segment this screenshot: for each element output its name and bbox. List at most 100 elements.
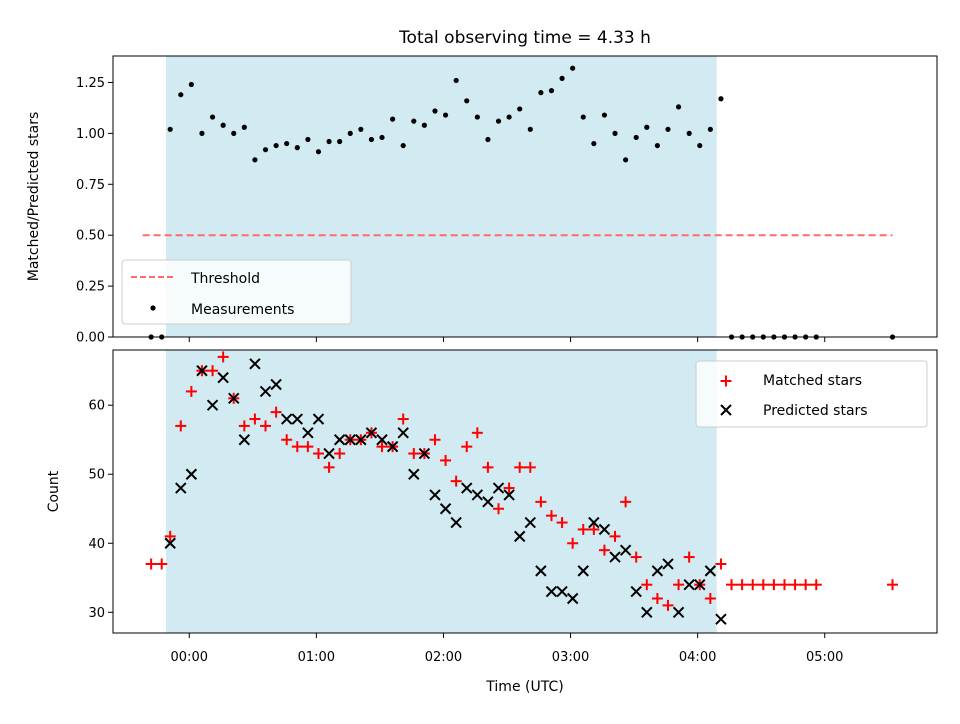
- cross-b: [312, 413, 325, 425]
- measurement-point: [527, 126, 533, 132]
- predicted-point: [630, 585, 642, 598]
- predicted-point: [333, 434, 346, 446]
- measurement-point: [273, 142, 279, 149]
- chart-title: Total observing time = 4.33 h: [398, 28, 651, 48]
- matched-point: [524, 461, 536, 473]
- measurement-point: [379, 134, 385, 141]
- top-legend: Threshold Measurements: [121, 259, 352, 325]
- cross-b: [259, 385, 272, 398]
- predicted-point: [598, 523, 611, 536]
- measurement-point: [707, 126, 713, 132]
- measurement-point: [209, 114, 216, 120]
- top-legend-box: [121, 259, 352, 325]
- predicted-point: [323, 447, 335, 460]
- predicted-point: [577, 565, 589, 577]
- cross-b: [651, 565, 664, 577]
- predicted-point: [461, 482, 473, 494]
- matched-point: [715, 558, 727, 570]
- measurement-point: [570, 65, 576, 71]
- matched-point: [397, 413, 409, 425]
- bottom-y-axis-label: Count: [46, 470, 62, 512]
- predicted-point: [238, 434, 251, 446]
- measurement-point: [442, 112, 449, 118]
- measurement-point: [337, 138, 343, 145]
- matched-point: [503, 482, 515, 494]
- predicted-point: [503, 489, 515, 501]
- matched-point: [408, 448, 420, 460]
- cross-b: [323, 447, 335, 460]
- matched-point: [461, 441, 473, 453]
- cross-b: [175, 482, 187, 494]
- matched-point: [598, 544, 610, 556]
- measurement-point: [665, 126, 671, 132]
- y-tick-label: 0.00: [76, 331, 105, 346]
- x-tick-label: 02:00: [425, 650, 462, 665]
- predicted-point: [217, 371, 229, 384]
- measurement-point: [199, 130, 205, 136]
- y-tick-label: 0.75: [76, 178, 105, 193]
- matched-point: [238, 420, 250, 432]
- bottom-legend-box: [695, 360, 928, 428]
- matched-point: [260, 420, 272, 432]
- x-tick-label: 00:00: [171, 650, 208, 665]
- measurement-point: [654, 142, 660, 149]
- predicted-point: [397, 427, 409, 439]
- matched-point: [545, 510, 557, 522]
- predicted-point: [228, 392, 240, 405]
- cross-b: [503, 489, 515, 501]
- measurement-point: [390, 116, 396, 122]
- cross-b: [482, 496, 494, 508]
- predicted-point: [704, 565, 717, 577]
- legend-predicted-label: Predicted stars: [763, 403, 868, 419]
- bottom-observing-span: [165, 350, 717, 633]
- matched-point: [736, 579, 748, 591]
- predicted-point: [280, 413, 293, 425]
- predicted-point: [291, 413, 303, 425]
- measurement-point: [400, 142, 406, 149]
- matched-point: [567, 537, 579, 549]
- top-y-axis-label: Matched/Predicted stars: [26, 112, 42, 282]
- matched-point: [175, 420, 187, 432]
- matched-point: [323, 461, 335, 473]
- cross-b: [524, 516, 537, 529]
- y-tick-label: 50: [88, 468, 105, 483]
- cross-b: [164, 537, 176, 549]
- measurement-point: [623, 157, 629, 163]
- cross-b: [376, 434, 388, 446]
- cross-b: [461, 482, 473, 494]
- measurement-point: [675, 104, 682, 110]
- cross-b: [365, 427, 378, 439]
- matched-point: [450, 475, 462, 487]
- cross-b: [418, 447, 431, 460]
- measurement-point: [241, 124, 247, 130]
- predicted-point: [365, 427, 378, 439]
- matched-point: [810, 579, 822, 591]
- measurement-point: [294, 145, 300, 151]
- matched-point: [768, 579, 780, 591]
- measurement-point: [464, 98, 470, 104]
- measurement-point: [432, 108, 438, 114]
- predicted-point: [588, 516, 600, 529]
- matched-point: [778, 579, 790, 591]
- matched-point: [291, 441, 303, 453]
- x-tick-label: 05:00: [806, 650, 843, 665]
- predicted-point: [376, 434, 388, 446]
- cross-b: [535, 565, 547, 577]
- cross-b: [662, 558, 674, 570]
- measurement-point: [421, 122, 427, 128]
- y-tick-label: 60: [88, 399, 105, 414]
- predicted-point: [249, 358, 261, 370]
- measurement-point: [580, 114, 586, 120]
- measurement-point: [538, 90, 544, 96]
- matched-point: [747, 579, 759, 591]
- legend-predicted-swatch: [720, 404, 732, 416]
- predicted-point: [715, 613, 727, 625]
- measurement-point: [485, 136, 491, 143]
- predicted-point: [196, 365, 208, 377]
- y-tick-label: 40: [88, 537, 105, 552]
- cross-b: [196, 365, 208, 377]
- matched-point: [887, 579, 899, 591]
- matched-point: [514, 461, 526, 473]
- measurement-point: [305, 136, 311, 143]
